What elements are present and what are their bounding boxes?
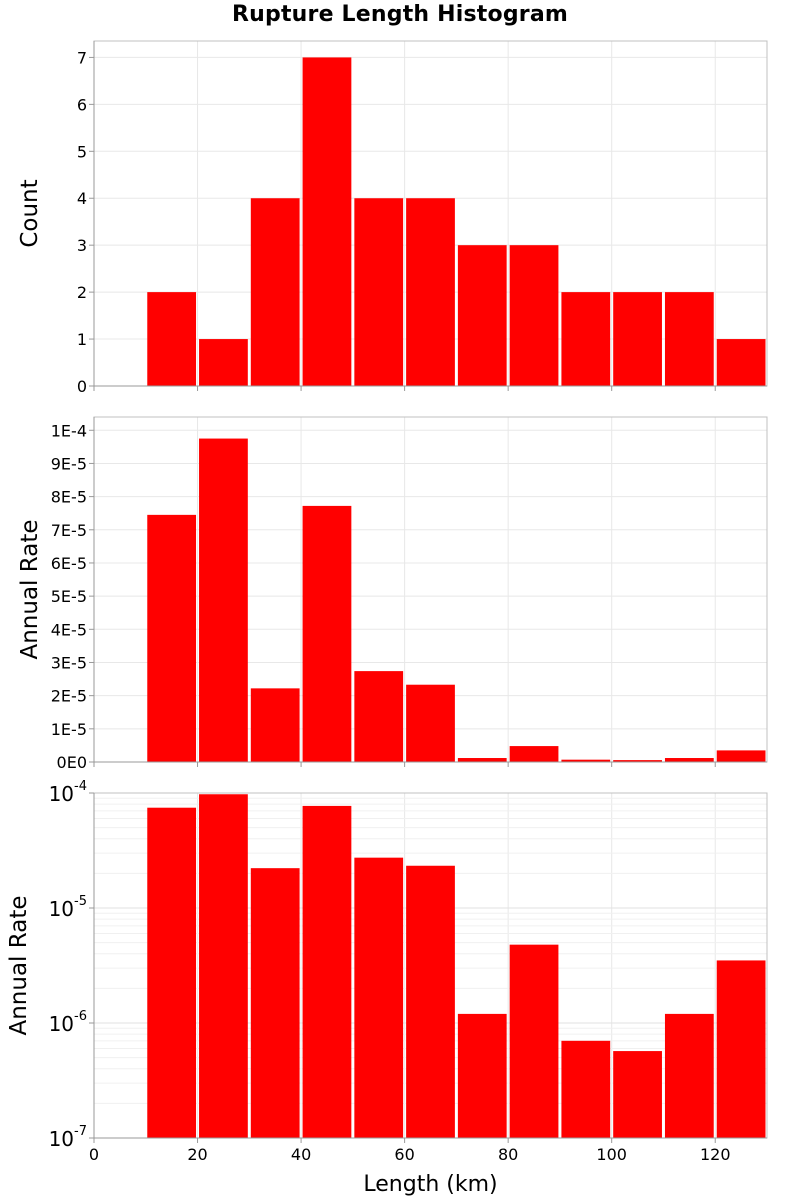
y-tick-label: 7 (77, 48, 87, 67)
bar (302, 57, 352, 387)
bar (509, 944, 559, 1138)
y-tick-label: 0 (77, 377, 87, 396)
bar (250, 198, 300, 386)
x-tick-label: 100 (596, 1145, 627, 1164)
y-tick-label: 10-7 (49, 1124, 87, 1151)
bar (406, 865, 455, 1138)
x-tick-label: 80 (498, 1145, 518, 1164)
bar (716, 339, 766, 386)
bar (613, 292, 662, 386)
bar (250, 868, 300, 1138)
bar (302, 805, 352, 1138)
bar (457, 245, 507, 386)
panel-count: 0 1 2 3 4 5 6 7 Count (17, 40, 768, 396)
bar (613, 760, 662, 762)
y-axis-label: Annual Rate (6, 896, 32, 1036)
bar (664, 292, 714, 386)
bar (716, 750, 766, 762)
bar (716, 960, 766, 1138)
bar (147, 292, 197, 386)
bar (457, 1013, 507, 1138)
bar (406, 198, 455, 386)
bar (199, 438, 248, 762)
x-tick-label: 20 (187, 1145, 207, 1164)
y-tick-label: 3E-5 (51, 653, 87, 672)
y-tick-label: 0E0 (57, 753, 87, 772)
y-tick-label: 5 (77, 142, 87, 161)
x-tick-label: 120 (700, 1145, 731, 1164)
bar (250, 688, 300, 762)
y-tick-label: 9E-5 (51, 454, 87, 473)
x-tick-label: 40 (291, 1145, 311, 1164)
bar (561, 759, 611, 762)
x-axis-label: Length (km) (363, 1172, 497, 1197)
panel-rate-log: 10-7 10-6 10-5 10-4 Annual Rate 0 20 40 60 80 100 1… (6, 779, 768, 1197)
bar (664, 758, 714, 762)
y-tick-label: 8E-5 (51, 488, 87, 507)
y-tick-label: 5E-5 (51, 587, 87, 606)
chart-title: Rupture Length Histogram (232, 2, 568, 27)
y-axis-label: Annual Rate (17, 520, 43, 660)
y-tick-label: 4E-5 (51, 620, 87, 639)
panel-rate-linear: 0E0 1E-5 2E-5 3E-5 4E-5 5E-5 6E-5 7E-5 8E-5 9E-5 1… (17, 416, 768, 772)
x-tick-label: 0 (89, 1145, 99, 1164)
bar (406, 684, 455, 762)
bar (354, 198, 404, 386)
y-tick-label: 10-4 (49, 779, 87, 806)
y-axis-label: Count (17, 179, 43, 247)
y-tick-label: 1E-5 (51, 720, 87, 739)
bar (354, 671, 404, 762)
bar (302, 505, 352, 762)
bar (613, 1051, 662, 1138)
bar (147, 514, 197, 762)
y-tick-label: 3 (77, 236, 87, 255)
bar (147, 807, 197, 1138)
y-tick-label: 6E-5 (51, 554, 87, 573)
bar (664, 1013, 714, 1138)
y-tick-label: 10-6 (49, 1009, 87, 1036)
bar (561, 1040, 611, 1138)
y-tick-label: 10-5 (49, 894, 87, 921)
bar (354, 857, 404, 1138)
bar (509, 746, 559, 762)
y-tick-label: 7E-5 (51, 521, 87, 540)
y-tick-label: 2E-5 (51, 687, 87, 706)
x-tick-label: 60 (394, 1145, 414, 1164)
y-tick-label: 4 (77, 189, 87, 208)
y-tick-label: 2 (77, 283, 87, 302)
bar (199, 339, 248, 386)
y-tick-label: 6 (77, 95, 87, 114)
y-tick-label: 1 (77, 330, 87, 349)
bar (199, 794, 248, 1138)
bar (457, 758, 507, 762)
bar (561, 292, 611, 386)
bar (509, 245, 559, 386)
y-tick-label: 1E-4 (51, 421, 87, 440)
